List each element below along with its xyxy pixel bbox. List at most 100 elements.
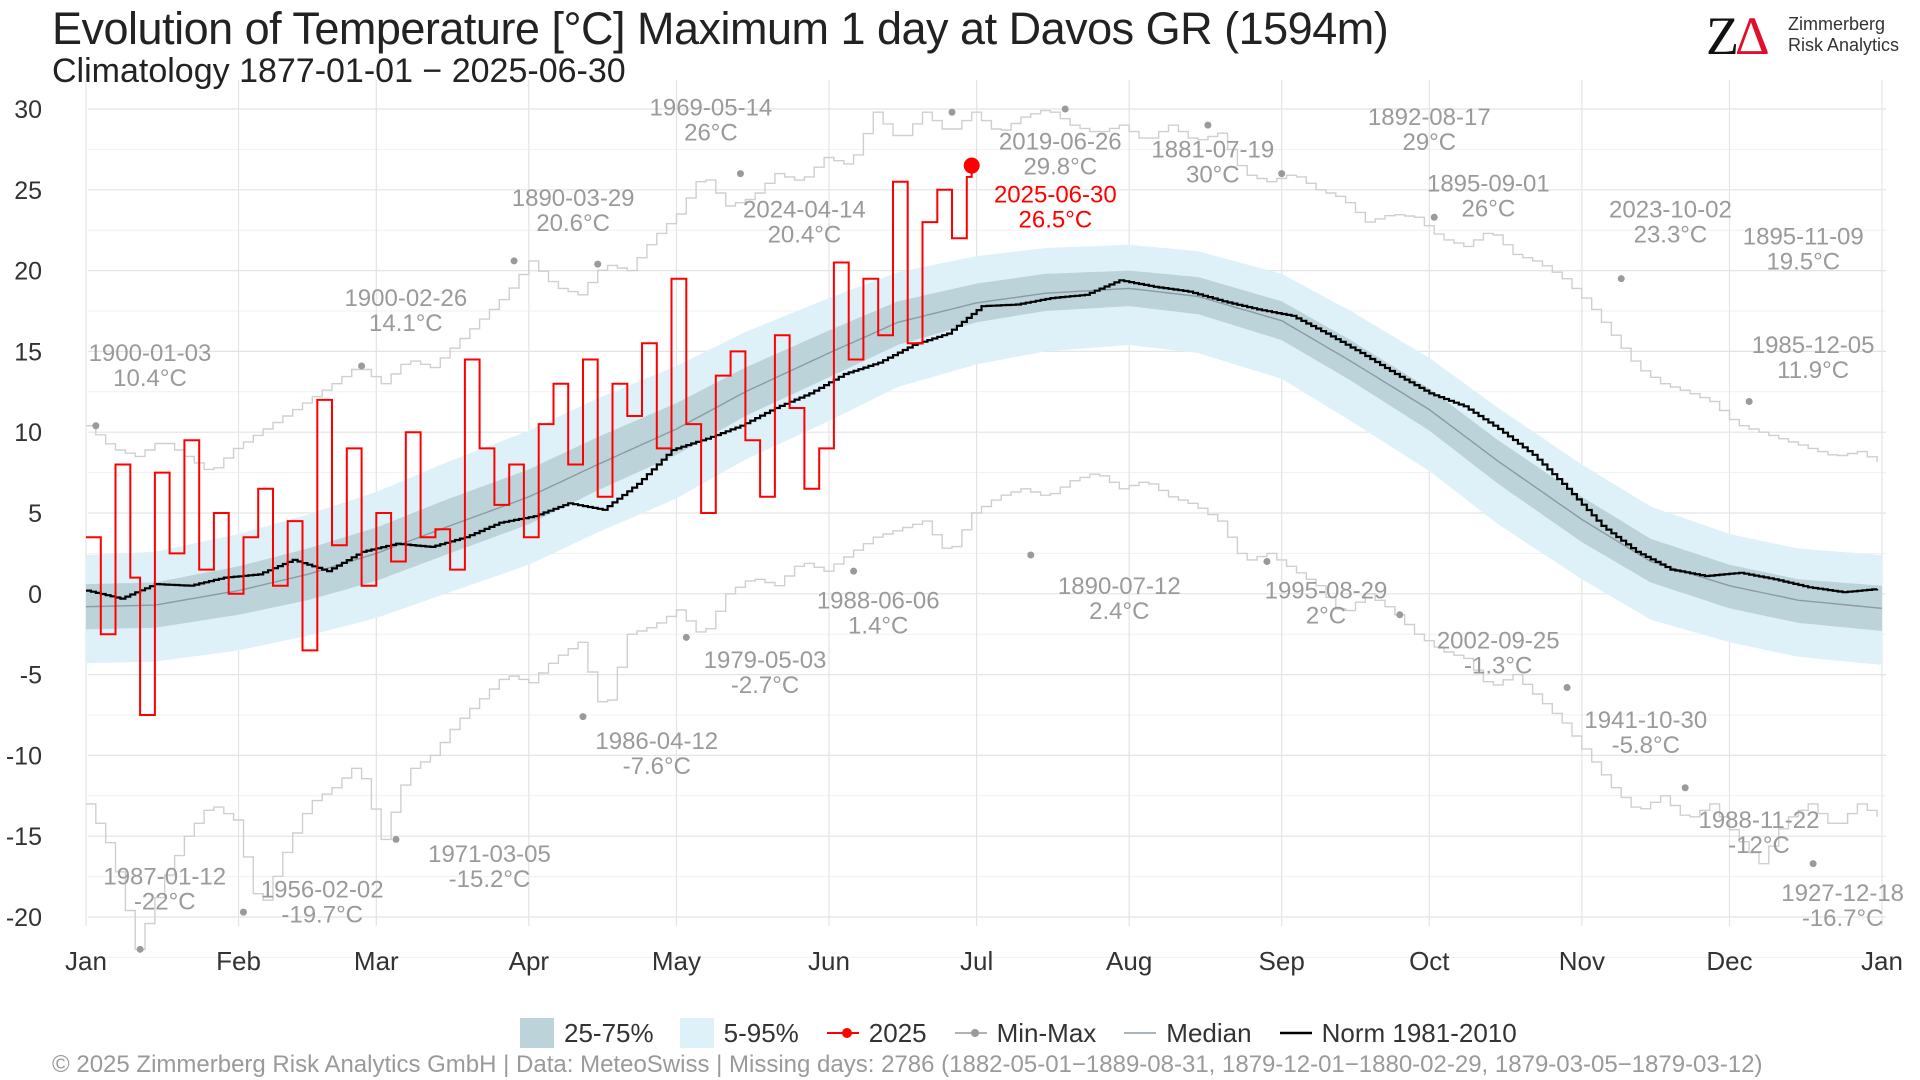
record-point	[392, 835, 400, 843]
annotation-date: 1969-05-14	[650, 94, 773, 121]
x-tick-label: Sep	[1259, 946, 1305, 976]
annotation-date: 1895-11-09	[1743, 224, 1864, 251]
y-tick-label: -15	[6, 823, 42, 851]
annotation-value: -5.8°C	[1612, 732, 1680, 759]
logo-line1: Zimmerberg	[1788, 14, 1886, 34]
record-point	[1027, 551, 1035, 559]
record-point	[1263, 557, 1271, 565]
current-point	[963, 157, 980, 174]
y-tick-label: 15	[14, 338, 42, 366]
band-25-75	[86, 270, 1882, 631]
y-tick-label: 30	[14, 96, 42, 124]
record-point	[1396, 611, 1404, 619]
chart-legend: 25-75% 5-95% 2025 Min-Max Median Norm 19…	[520, 1016, 1543, 1050]
page-subtitle: Climatology 1877-01-01 − 2025-06-30	[52, 52, 626, 90]
x-tick-label: Jun	[808, 946, 850, 976]
annotation-value: 23.3°C	[1634, 221, 1708, 248]
annotation-value: 29°C	[1402, 129, 1456, 156]
x-tick-label: Jan	[65, 946, 107, 976]
annotation-1979-05-03: 1979-05-03-2.7°C	[682, 633, 826, 699]
annotation-date: 1900-01-03	[89, 340, 212, 367]
y-tick-label: -5	[20, 662, 42, 690]
annotation-2002-09-25: 2002-09-25-1.3°C	[1396, 611, 1560, 680]
annotation-value: 14.1°C	[369, 310, 443, 337]
annotation-date: 1988-06-06	[817, 587, 940, 614]
x-tick-label: Jan	[1861, 946, 1903, 976]
record-point	[358, 362, 366, 370]
y-tick-label: 5	[28, 500, 42, 528]
legend-item-5-95: 5-95%	[679, 1018, 799, 1049]
legend-item-median: Median	[1122, 1017, 1252, 1049]
record-point	[1061, 105, 1069, 113]
record-point	[850, 567, 858, 575]
annotation-date: 2023-10-02	[1609, 196, 1732, 223]
legend-item-minmax: Min-Max	[953, 1018, 1096, 1049]
record-point	[136, 945, 144, 953]
y-tick-label: 20	[14, 258, 42, 286]
record-point	[736, 170, 744, 178]
annotation-1927-12-18: 1927-12-18-16.7°C	[1781, 860, 1904, 932]
annotation-date: 1890-03-29	[512, 185, 635, 212]
x-tick-label: Apr	[509, 946, 550, 976]
legend-label-25-75: 25-75%	[564, 1017, 654, 1048]
annotation-1956-02-02: 1956-02-02-19.7°C	[239, 877, 384, 929]
footer-credit: © 2025 Zimmerberg Risk Analytics GmbH | …	[52, 1051, 1763, 1078]
record-min-line	[86, 473, 1878, 950]
annotation-value: 2.4°C	[1089, 598, 1149, 625]
record-point	[1204, 121, 1212, 129]
annotation-value: 26°C	[1462, 195, 1516, 222]
annotation-date: 1956-02-02	[261, 877, 384, 904]
legend-label-median: Median	[1166, 1017, 1252, 1048]
logo-line2: Risk Analytics	[1788, 35, 1900, 55]
legend-item-25-75: 25-75%	[520, 1018, 654, 1049]
record-point	[579, 713, 587, 721]
record-point	[1809, 860, 1817, 868]
annotation-1971-03-05: 1971-03-05-15.2°C	[392, 835, 551, 893]
annotation-date: 1881-07-19	[1151, 136, 1274, 163]
legend-icon-minmax	[954, 1029, 987, 1037]
annotation-1995-08-29: 1995-08-292°C	[1263, 557, 1387, 630]
x-tick-label: Jul	[960, 946, 993, 976]
y-tick-label: -10	[6, 742, 42, 770]
record-point	[1745, 397, 1753, 405]
record-point	[1430, 213, 1438, 221]
annotation-value: -7.6°C	[623, 753, 691, 780]
legend-icon-median	[1124, 1032, 1157, 1034]
annotation-value: 29.8°C	[1023, 153, 1097, 180]
page-title: Evolution of Temperature [°C] Maximum 1 …	[52, 3, 1389, 54]
record-point	[948, 108, 956, 116]
record-point	[682, 633, 690, 641]
annotation-1941-10-30: 1941-10-30-5.8°C	[1563, 684, 1707, 759]
annotation-value: 20.6°C	[536, 210, 610, 237]
annotation-value: 20.4°C	[768, 221, 842, 248]
annotation-date: 1941-10-30	[1584, 707, 1707, 734]
annotation-value: -12°C	[1728, 832, 1790, 859]
annotation-value: 19.5°C	[1766, 249, 1840, 276]
logo-mark: ZΔ	[1706, 6, 1770, 66]
brand-logo: ZΔ Zimmerberg Risk Analytics	[1706, 6, 1906, 66]
band-5-95	[86, 244, 1882, 665]
record-point	[92, 422, 100, 430]
annotation-value: -1.3°C	[1464, 653, 1532, 680]
legend-icon-2025	[826, 1028, 859, 1038]
record-max-line	[86, 109, 1878, 471]
x-tick-label: Mar	[354, 946, 399, 976]
annotation-1988-06-06: 1988-06-061.4°C	[817, 567, 940, 639]
annotation-date: 1895-09-01	[1427, 170, 1550, 197]
record-point	[510, 257, 518, 265]
annotation-date: 1892-08-17	[1368, 104, 1491, 131]
median-line	[85, 287, 1883, 609]
legend-label-2025: 2025	[868, 1017, 927, 1048]
annotation-value: 26.5°C	[1019, 207, 1093, 234]
annotation-date: 1890-07-12	[1058, 573, 1181, 600]
